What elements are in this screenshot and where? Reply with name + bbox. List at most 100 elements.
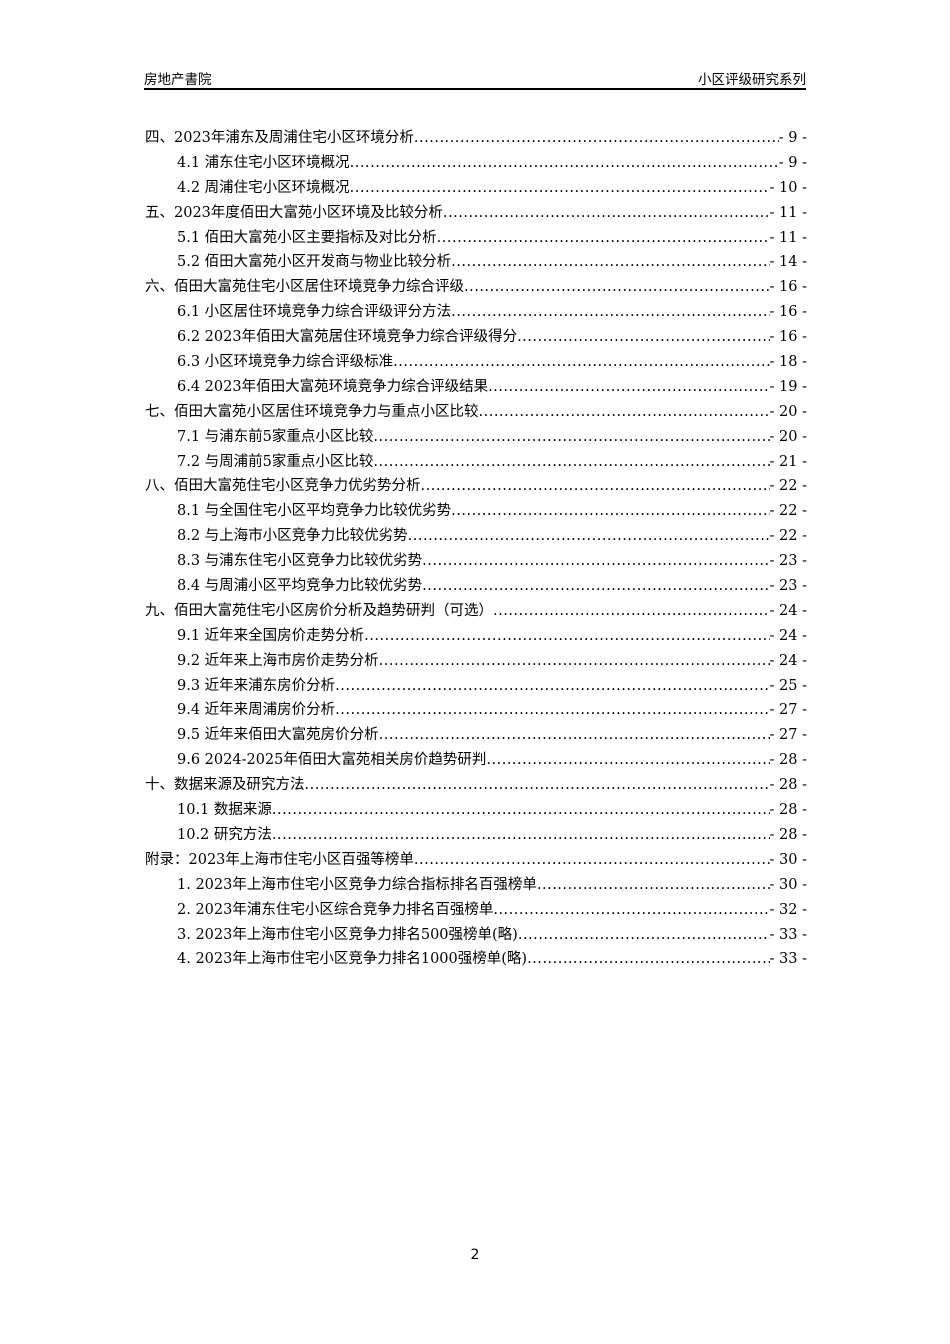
toc-entry-title: 8.1 与全国住宅小区平均竞争力比较优劣势: [177, 503, 452, 520]
toc-entry-page: - 23 -: [769, 578, 807, 595]
dot-leader: [373, 426, 769, 451]
toc-entry-page: - 23 -: [769, 553, 807, 570]
toc-entry[interactable]: 10.2 研究方法 - 28 -: [145, 824, 807, 849]
toc-entry-title: 5.2 佰田大富苑小区开发商与物业比较分析: [177, 254, 452, 271]
dot-leader: [421, 475, 770, 500]
dot-leader: [486, 749, 769, 774]
toc-entry[interactable]: 9.2 近年来上海市房价走势分析 - 24 -: [145, 650, 807, 675]
toc-entry[interactable]: 9.3 近年来浦东房价分析 - 25 -: [145, 675, 807, 700]
table-of-contents: 四、2023年浦东及周浦住宅小区环境分析 - 9 - 4.1 浦东住宅小区环境概况 -…: [145, 127, 807, 973]
dot-leader: [272, 824, 770, 849]
toc-entry[interactable]: 5.2 佰田大富苑小区开发商与物业比较分析 - 14 -: [145, 251, 807, 276]
toc-entry[interactable]: 十、数据来源及研究方法 - 28 -: [145, 774, 807, 799]
toc-entry-title: 十、数据来源及研究方法: [145, 777, 305, 794]
dot-leader: [451, 500, 769, 525]
toc-entry-title: 五、2023年度佰田大富苑小区环境及比较分析: [145, 204, 443, 221]
dot-leader: [364, 625, 769, 650]
dot-leader: [422, 550, 769, 575]
toc-entry[interactable]: 1. 2023年上海市住宅小区竞争力综合指标排名百强榜单 - 30 -: [145, 874, 807, 899]
toc-entry-title: 7.1 与浦东前5家重点小区比较: [177, 428, 374, 445]
dot-leader: [537, 874, 770, 899]
dot-leader: [518, 924, 770, 949]
toc-entry-title: 8.3 与浦东住宅小区竞争力比较优劣势: [177, 553, 423, 570]
toc-entry-page: - 16 -: [769, 279, 807, 296]
toc-entry-title: 5.1 佰田大富苑小区主要指标及对比分析: [177, 229, 437, 246]
toc-entry-title: 10.2 研究方法: [177, 826, 272, 843]
toc-entry-title: 9.1 近年来全国房价走势分析: [177, 627, 365, 644]
dot-leader: [350, 177, 770, 202]
toc-entry[interactable]: 4.1 浦东住宅小区环境概况 - 9 -: [145, 152, 807, 177]
toc-entry-page: - 25 -: [769, 677, 807, 694]
dot-leader: [393, 351, 769, 376]
toc-entry[interactable]: 7.1 与浦东前5家重点小区比较 - 20 -: [145, 426, 807, 451]
toc-entry-page: - 20 -: [769, 428, 807, 445]
dot-leader: [414, 127, 779, 152]
toc-entry-title: 9.3 近年来浦东房价分析: [177, 677, 336, 694]
toc-entry-page: - 20 -: [769, 403, 807, 420]
toc-entry[interactable]: 9.4 近年来周浦房价分析 - 27 -: [145, 699, 807, 724]
dot-leader: [379, 724, 770, 749]
dot-leader: [451, 251, 769, 276]
toc-entry-page: - 19 -: [769, 378, 807, 395]
toc-entry-page: - 22 -: [769, 528, 807, 545]
toc-entry-title: 1. 2023年上海市住宅小区竞争力综合指标排名百强榜单: [177, 876, 537, 893]
toc-entry[interactable]: 10.1 数据来源 - 28 -: [145, 799, 807, 824]
toc-entry-title: 9.2 近年来上海市房价走势分析: [177, 652, 379, 669]
toc-entry-title: 七、佰田大富苑小区居住环境竞争力与重点小区比较: [145, 403, 479, 420]
dot-leader: [408, 525, 770, 550]
toc-entry[interactable]: 七、佰田大富苑小区居住环境竞争力与重点小区比较 - 20 -: [145, 401, 807, 426]
toc-entry-title: 9.4 近年来周浦房价分析: [177, 702, 336, 719]
toc-entry[interactable]: 6.3 小区环境竞争力综合评级标准 - 18 -: [145, 351, 807, 376]
toc-entry[interactable]: 九、佰田大富苑住宅小区房价分析及趋势研判（可选） - 24 -: [145, 600, 807, 625]
toc-entry[interactable]: 5.1 佰田大富苑小区主要指标及对比分析 - 11 -: [145, 227, 807, 252]
header-left: 房地产書院: [144, 72, 212, 88]
toc-entry[interactable]: 八、佰田大富苑住宅小区竞争力优劣势分析 - 22 -: [145, 475, 807, 500]
dot-leader: [305, 774, 770, 799]
dot-leader: [451, 301, 769, 326]
toc-entry-page: - 10 -: [769, 179, 807, 196]
toc-entry[interactable]: 四、2023年浦东及周浦住宅小区环境分析 - 9 -: [145, 127, 807, 152]
dot-leader: [272, 799, 770, 824]
dot-leader: [414, 849, 770, 874]
toc-entry-title: 8.4 与周浦小区平均竞争力比较优劣势: [177, 578, 423, 595]
toc-entry[interactable]: 五、2023年度佰田大富苑小区环境及比较分析 - 11 -: [145, 202, 807, 227]
dot-leader: [488, 376, 769, 401]
toc-entry[interactable]: 8.3 与浦东住宅小区竞争力比较优劣势 - 23 -: [145, 550, 807, 575]
toc-entry-title: 4.1 浦东住宅小区环境概况: [177, 154, 350, 171]
toc-entry[interactable]: 8.2 与上海市小区竞争力比较优劣势 - 22 -: [145, 525, 807, 550]
toc-entry-page: - 30 -: [769, 876, 807, 893]
toc-entry[interactable]: 6.4 2023年佰田大富苑环境竞争力综合评级结果 - 19 -: [145, 376, 807, 401]
toc-entry-page: - 28 -: [769, 802, 807, 819]
toc-entry[interactable]: 7.2 与周浦前5家重点小区比较 - 21 -: [145, 451, 807, 476]
toc-entry-page: - 22 -: [769, 478, 807, 495]
toc-entry-page: - 11 -: [769, 204, 807, 221]
toc-entry[interactable]: 6.1 小区居住环境竞争力综合评级评分方法 - 16 -: [145, 301, 807, 326]
toc-entry[interactable]: 9.1 近年来全国房价走势分析 - 24 -: [145, 625, 807, 650]
dot-leader: [527, 948, 769, 973]
dot-leader: [379, 650, 770, 675]
toc-entry-title: 9.6 2024-2025年佰田大富苑相关房价趋势研判: [177, 752, 487, 769]
toc-entry[interactable]: 附录：2023年上海市住宅小区百强等榜单 - 30 -: [145, 849, 807, 874]
toc-entry-page: - 28 -: [769, 826, 807, 843]
toc-entry[interactable]: 六、佰田大富苑住宅小区居住环境竞争力综合评级 - 16 -: [145, 276, 807, 301]
toc-entry[interactable]: 9.5 近年来佰田大富苑房价分析 - 27 -: [145, 724, 807, 749]
toc-entry[interactable]: 9.6 2024-2025年佰田大富苑相关房价趋势研判 - 28 -: [145, 749, 807, 774]
toc-entry[interactable]: 2. 2023年浦东住宅小区综合竞争力排名百强榜单 - 32 -: [145, 899, 807, 924]
toc-entry[interactable]: 8.1 与全国住宅小区平均竞争力比较优劣势 - 22 -: [145, 500, 807, 525]
toc-entry-page: - 28 -: [769, 777, 807, 794]
dot-leader: [464, 276, 770, 301]
toc-entry[interactable]: 3. 2023年上海市住宅小区竞争力排名500强榜单(略) - 33 -: [145, 924, 807, 949]
dot-leader: [373, 451, 769, 476]
dot-leader: [422, 575, 769, 600]
toc-entry[interactable]: 4. 2023年上海市住宅小区竞争力排名1000强榜单(略) - 33 -: [145, 948, 807, 973]
toc-entry-title: 四、2023年浦东及周浦住宅小区环境分析: [145, 130, 414, 146]
toc-entry[interactable]: 8.4 与周浦小区平均竞争力比较优劣势 - 23 -: [145, 575, 807, 600]
dot-leader: [335, 699, 769, 724]
toc-entry[interactable]: 6.2 2023年佰田大富苑居住环境竞争力综合评级得分 - 16 -: [145, 326, 807, 351]
toc-entry-title: 10.1 数据来源: [177, 802, 272, 819]
header-right: 小区评级研究系列: [698, 72, 806, 88]
toc-entry-title: 4.2 周浦住宅小区环境概况: [177, 179, 350, 196]
dot-leader: [437, 227, 770, 252]
toc-entry-page: - 27 -: [769, 727, 807, 744]
toc-entry[interactable]: 4.2 周浦住宅小区环境概况 - 10 -: [145, 177, 807, 202]
